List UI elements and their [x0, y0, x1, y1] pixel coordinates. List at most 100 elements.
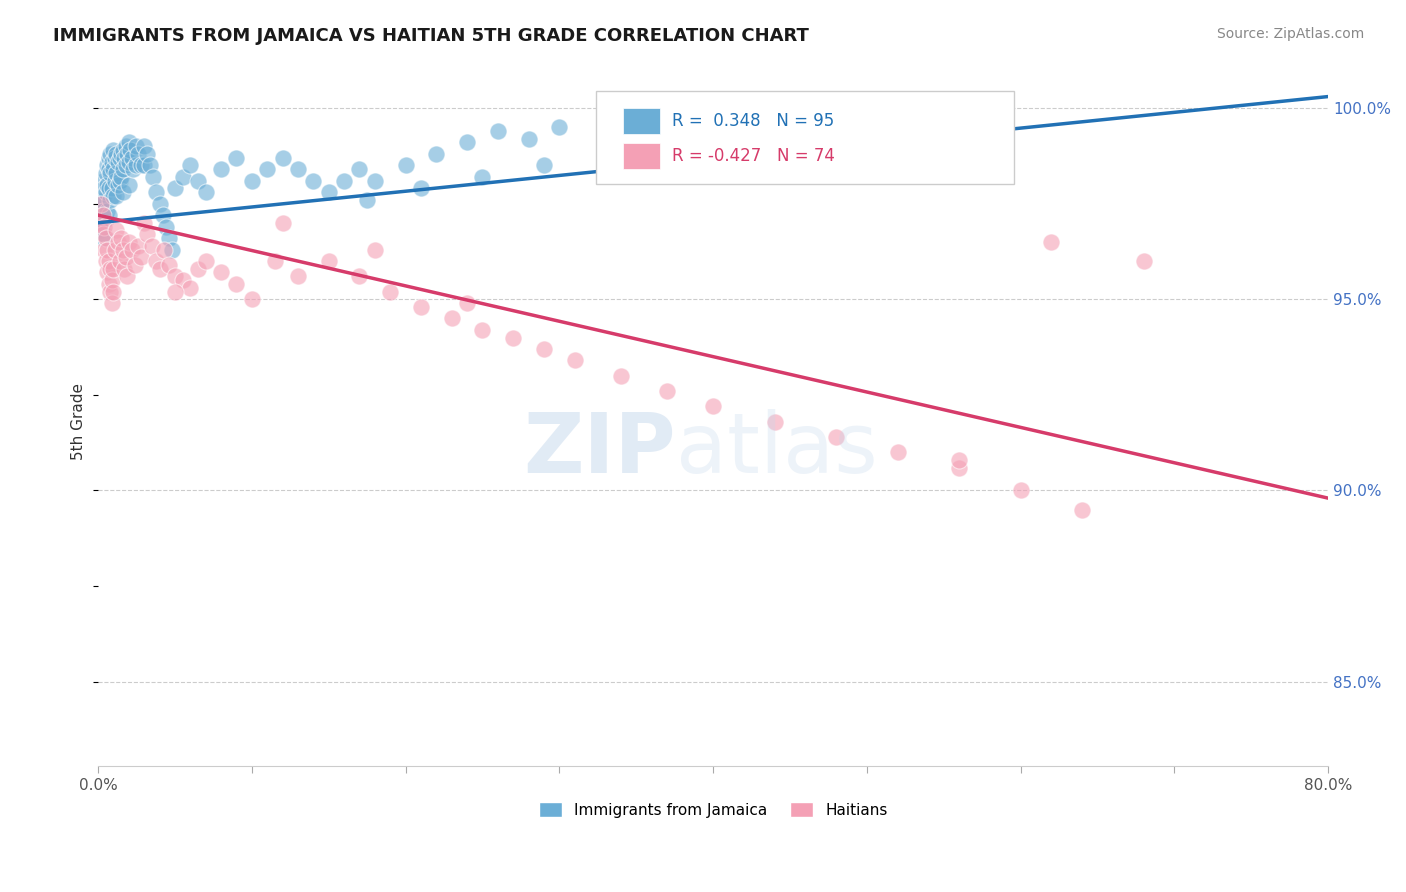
Point	[225, 277, 247, 291]
Point	[107, 235, 129, 249]
Point	[89, 211, 111, 226]
Point	[209, 265, 232, 279]
Point	[111, 243, 134, 257]
Point	[129, 158, 152, 172]
Point	[409, 300, 432, 314]
Point	[948, 453, 970, 467]
Point	[110, 169, 132, 184]
Point	[256, 162, 278, 177]
Point	[136, 147, 159, 161]
Point	[94, 254, 117, 268]
Point	[98, 261, 121, 276]
Point	[209, 162, 232, 177]
Point	[93, 181, 115, 195]
Point	[96, 178, 118, 192]
Point	[90, 196, 112, 211]
Point	[108, 174, 131, 188]
Point	[141, 238, 163, 252]
Point	[333, 174, 356, 188]
Legend: Immigrants from Jamaica, Haitians: Immigrants from Jamaica, Haitians	[533, 796, 894, 823]
Point	[187, 261, 209, 276]
Point	[108, 151, 131, 165]
Point	[121, 243, 143, 257]
Point	[118, 136, 141, 150]
Point	[97, 254, 120, 268]
Point	[101, 296, 124, 310]
Point	[94, 231, 117, 245]
Point	[103, 143, 125, 157]
Point	[124, 258, 146, 272]
Point	[97, 181, 120, 195]
Point	[118, 178, 141, 192]
Point	[98, 147, 121, 161]
Point	[96, 243, 118, 257]
Point	[1071, 502, 1094, 516]
Point	[105, 147, 128, 161]
Point	[240, 174, 263, 188]
Point	[112, 151, 135, 165]
Point	[91, 227, 114, 242]
Point	[163, 269, 186, 284]
Point	[101, 181, 124, 195]
Point	[104, 151, 127, 165]
Point	[163, 181, 186, 195]
Point	[101, 154, 124, 169]
Text: Source: ZipAtlas.com: Source: ZipAtlas.com	[1216, 27, 1364, 41]
Text: R =  0.348   N = 95: R = 0.348 N = 95	[672, 112, 835, 129]
Y-axis label: 5th Grade: 5th Grade	[72, 384, 86, 460]
Point	[127, 238, 149, 252]
Point	[114, 139, 136, 153]
Point	[187, 174, 209, 188]
Point	[101, 273, 124, 287]
Point	[134, 216, 156, 230]
Point	[564, 353, 586, 368]
Point	[112, 261, 135, 276]
Point	[93, 208, 115, 222]
Point	[194, 185, 217, 199]
Point	[96, 158, 118, 172]
Point	[110, 231, 132, 245]
Point	[440, 311, 463, 326]
Point	[364, 174, 387, 188]
Point	[120, 143, 142, 157]
Point	[107, 178, 129, 192]
Text: ZIP: ZIP	[523, 409, 676, 490]
Point	[517, 131, 540, 145]
Point	[1040, 235, 1063, 249]
Point	[287, 269, 309, 284]
Point	[640, 97, 662, 112]
Point	[91, 204, 114, 219]
Point	[287, 162, 309, 177]
Point	[97, 208, 120, 222]
Point	[114, 158, 136, 172]
Point	[98, 285, 121, 299]
Point	[108, 254, 131, 268]
Point	[118, 154, 141, 169]
Text: IMMIGRANTS FROM JAMAICA VS HAITIAN 5TH GRADE CORRELATION CHART: IMMIGRANTS FROM JAMAICA VS HAITIAN 5TH G…	[53, 27, 810, 45]
Point	[139, 158, 162, 172]
Point	[655, 384, 678, 398]
Point	[271, 151, 294, 165]
Point	[160, 243, 183, 257]
Point	[145, 185, 167, 199]
Point	[97, 277, 120, 291]
Point	[157, 258, 180, 272]
Point	[117, 269, 139, 284]
Point	[94, 166, 117, 180]
Point	[142, 169, 165, 184]
Point	[271, 216, 294, 230]
Point	[90, 196, 112, 211]
Point	[134, 158, 156, 172]
Point	[456, 296, 478, 310]
Point	[96, 204, 118, 219]
Point	[155, 219, 177, 234]
Point	[91, 174, 114, 188]
Point	[93, 219, 115, 234]
Point	[702, 400, 724, 414]
Point	[97, 151, 120, 165]
Point	[157, 231, 180, 245]
Point	[103, 189, 125, 203]
Bar	[623, 108, 661, 134]
Point	[364, 243, 387, 257]
Point	[595, 109, 617, 123]
